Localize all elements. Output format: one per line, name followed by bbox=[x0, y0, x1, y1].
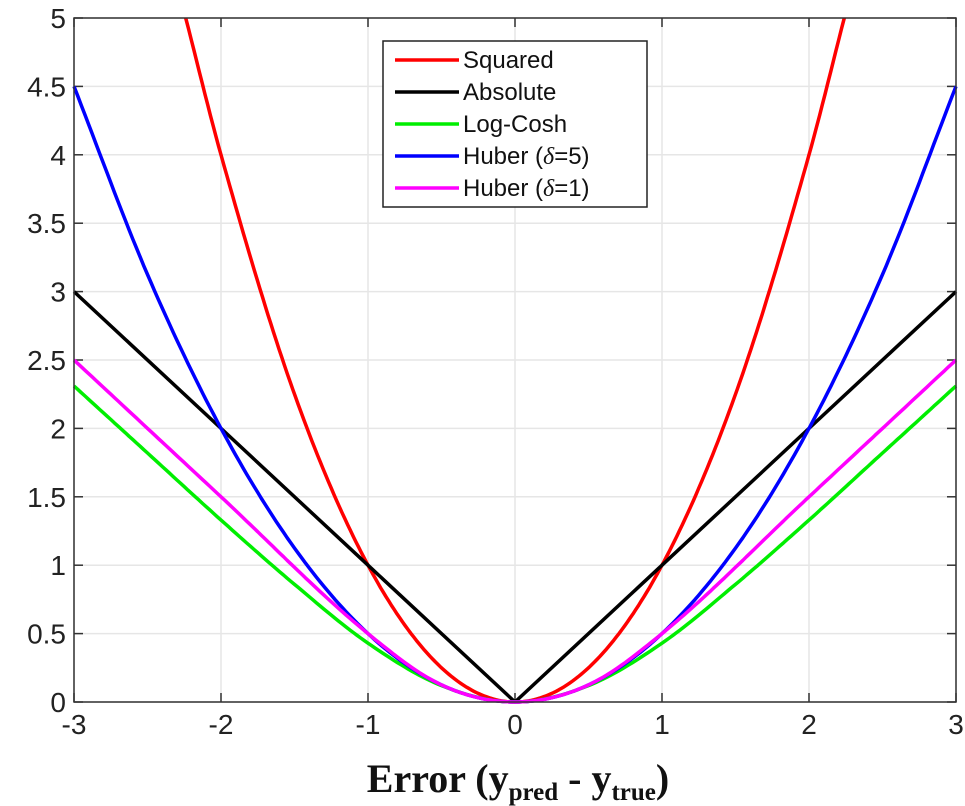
x-tick-label: -3 bbox=[62, 709, 87, 740]
x-tick-label: 1 bbox=[654, 709, 670, 740]
y-tick-label: 0 bbox=[50, 687, 66, 718]
x-label-sub-pred: pred bbox=[509, 779, 559, 806]
x-tick-label: 2 bbox=[801, 709, 817, 740]
legend-label: Absolute bbox=[463, 79, 556, 106]
legend: Squared Absolute Log-Cosh Huber (δ=5) Huber … bbox=[382, 40, 648, 208]
legend-label: Huber (δ=5) bbox=[463, 143, 590, 170]
x-label-mid: - y bbox=[558, 756, 611, 801]
y-tick-label: 5 bbox=[50, 3, 66, 34]
x-axis-label: Error (ypred - ytrue) bbox=[367, 756, 669, 806]
x-label-sub-true: true bbox=[611, 779, 655, 806]
y-tick-label: 3.5 bbox=[27, 208, 66, 239]
y-tick-label: 4 bbox=[50, 140, 66, 171]
x-tick-label: -1 bbox=[356, 709, 381, 740]
y-tick-label: 3 bbox=[50, 277, 66, 308]
x-tick-label: 0 bbox=[507, 709, 523, 740]
x-tick-label: 3 bbox=[948, 709, 964, 740]
axes-frame bbox=[73, 17, 957, 703]
y-tick-label: 1.5 bbox=[27, 482, 66, 513]
plot-box bbox=[73, 17, 957, 703]
x-label-end: ) bbox=[656, 756, 669, 801]
y-tick-label: 2.5 bbox=[27, 345, 66, 376]
y-tick-label: 2 bbox=[50, 413, 66, 444]
legend-label: Squared bbox=[463, 47, 554, 74]
x-label-main: Error (y bbox=[367, 756, 509, 801]
y-tick-label: 0.5 bbox=[27, 619, 66, 650]
y-tick-label: 4.5 bbox=[27, 71, 66, 102]
x-tick-label: -2 bbox=[209, 709, 234, 740]
y-tick-label: 1 bbox=[50, 550, 66, 581]
legend-label: Huber (δ=1) bbox=[463, 175, 590, 202]
legend-label: Log-Cosh bbox=[463, 111, 567, 138]
